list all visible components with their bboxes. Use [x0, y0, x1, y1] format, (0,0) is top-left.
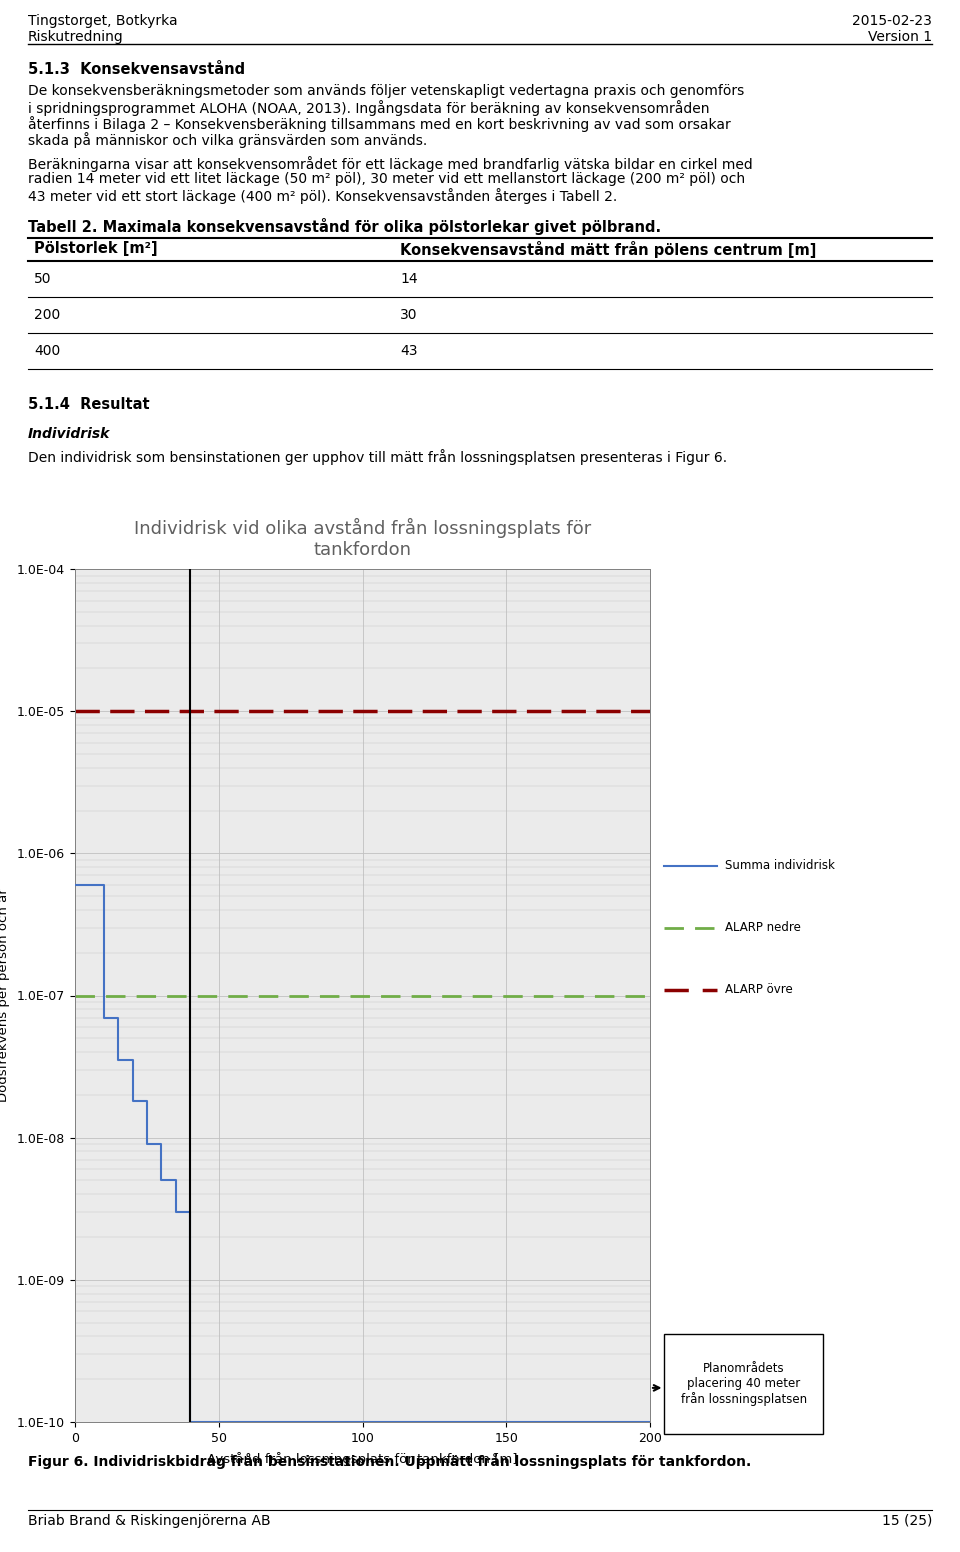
- Text: 15 (25): 15 (25): [881, 1515, 932, 1529]
- Text: radien 14 meter vid ett litet läckage (50 m² pöl), 30 meter vid ett mellanstort : radien 14 meter vid ett litet läckage (5…: [28, 172, 745, 186]
- Text: återfinns i Bilaga 2 – Konsekvensberäkning tillsammans med en kort beskrivning a: återfinns i Bilaga 2 – Konsekvensberäkni…: [28, 116, 731, 132]
- Text: 50: 50: [34, 272, 52, 286]
- Text: De konsekvensberäkningsmetoder som används följer vetenskapligt vedertagna praxi: De konsekvensberäkningsmetoder som använ…: [28, 84, 744, 98]
- X-axis label: Avstånd från lossningsplats för tankfordon [m]: Avstånd från lossningsplats för tankford…: [207, 1451, 517, 1465]
- Text: Riskutredning: Riskutredning: [28, 29, 124, 43]
- Title: Individrisk vid olika avstånd från lossningsplats för
tankfordon: Individrisk vid olika avstånd från lossn…: [133, 518, 591, 559]
- FancyBboxPatch shape: [664, 1333, 823, 1434]
- Text: Tingstorget, Botkyrka: Tingstorget, Botkyrka: [28, 14, 178, 28]
- Text: Pölstorlek [m²]: Pölstorlek [m²]: [34, 241, 157, 256]
- Text: Beräkningarna visar att konsekvensområdet för ett läckage med brandfarlig vätska: Beräkningarna visar att konsekvensområde…: [28, 157, 753, 172]
- Text: 43 meter vid ett stort läckage (400 m² pöl). Konsekvensavstånden återges i Tabel: 43 meter vid ett stort läckage (400 m² p…: [28, 188, 617, 203]
- Text: 2015-02-23: 2015-02-23: [852, 14, 932, 28]
- Text: i spridningsprogrammet ALOHA (NOAA, 2013). Ingångsdata för beräkning av konsekve: i spridningsprogrammet ALOHA (NOAA, 2013…: [28, 99, 709, 116]
- Text: 400: 400: [34, 345, 60, 359]
- Text: skada på människor och vilka gränsvärden som används.: skada på människor och vilka gränsvärden…: [28, 132, 427, 147]
- Text: 5.1.3  Konsekvensavstånd: 5.1.3 Konsekvensavstånd: [28, 62, 245, 78]
- Text: Den individrisk som bensinstationen ger upphov till mätt från lossningsplatsen p: Den individrisk som bensinstationen ger …: [28, 449, 727, 466]
- Text: 200: 200: [34, 307, 60, 321]
- Text: 5.1.4  Resultat: 5.1.4 Resultat: [28, 397, 150, 411]
- Text: Summa individrisk: Summa individrisk: [725, 860, 835, 872]
- Text: Briab Brand & Riskingenjörerna AB: Briab Brand & Riskingenjörerna AB: [28, 1515, 271, 1529]
- Y-axis label: Dödsfrekvens per person och år: Dödsfrekvens per person och år: [0, 889, 11, 1102]
- Text: ALARP övre: ALARP övre: [725, 984, 793, 996]
- Text: Planområdets
placering 40 meter
från lossningsplatsen: Planområdets placering 40 meter från los…: [681, 1363, 806, 1406]
- Text: ALARP nedre: ALARP nedre: [725, 922, 801, 934]
- Text: 43: 43: [400, 345, 418, 359]
- Text: 30: 30: [400, 307, 418, 321]
- Text: Tabell 2. Maximala konsekvensavstånd för olika pölstorlekar givet pölbrand.: Tabell 2. Maximala konsekvensavstånd för…: [28, 217, 661, 234]
- Text: Version 1: Version 1: [868, 29, 932, 43]
- Text: Figur 6. Individriskbidrag från bensinstationen. Uppmätt från lossningsplats för: Figur 6. Individriskbidrag från bensinst…: [28, 1453, 752, 1470]
- Text: Konsekvensavstånd mätt från pölens centrum [m]: Konsekvensavstånd mätt från pölens centr…: [400, 241, 816, 258]
- Text: Individrisk: Individrisk: [28, 427, 110, 441]
- Text: 14: 14: [400, 272, 418, 286]
